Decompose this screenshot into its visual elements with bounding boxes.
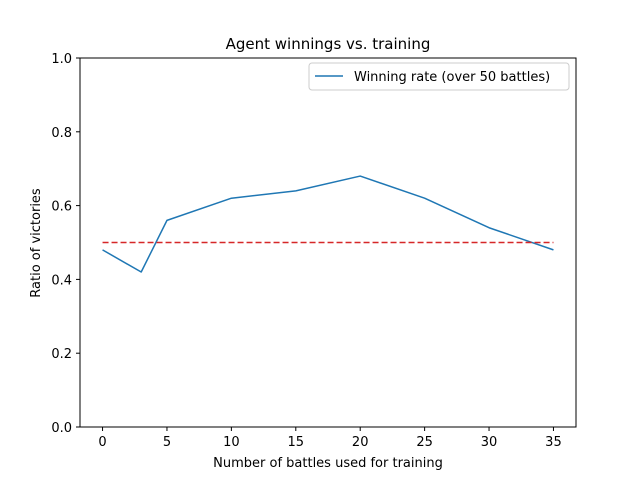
x-axis-label: Number of battles used for training [213, 456, 443, 471]
y-axis-label: Ratio of victories [29, 188, 44, 298]
x-tick-label: 15 [288, 435, 305, 450]
legend-label-winning-rate: Winning rate (over 50 battles) [354, 70, 550, 85]
y-tick-label: 0.8 [51, 126, 72, 141]
series-layer [102, 175, 554, 273]
series-line-winning-rate [102, 175, 554, 273]
legend-box [308, 62, 570, 91]
x-tick-label: 25 [416, 435, 433, 450]
y-tick-label: 0.2 [51, 347, 72, 362]
x-tick-label: 10 [223, 435, 240, 450]
y-tick-label: 0.4 [51, 273, 72, 288]
x-tick-label: 0 [98, 435, 106, 450]
y-axis: 0.0 0.2 0.4 0.6 0.8 1.0 [51, 52, 80, 436]
x-tick-label: 5 [163, 435, 171, 450]
chart-title: Agent winnings vs. training [226, 35, 431, 53]
plot-area [79, 57, 577, 428]
x-tick-label: 35 [545, 435, 562, 450]
x-axis: 0 5 10 15 20 25 30 35 [98, 427, 562, 450]
x-tick-label: 30 [481, 435, 498, 450]
legend: Winning rate (over 50 battles) [308, 62, 570, 91]
y-tick-label: 0.0 [51, 421, 72, 436]
x-tick-label: 20 [352, 435, 369, 450]
y-tick-label: 1.0 [51, 52, 72, 67]
y-tick-label: 0.6 [51, 200, 72, 215]
